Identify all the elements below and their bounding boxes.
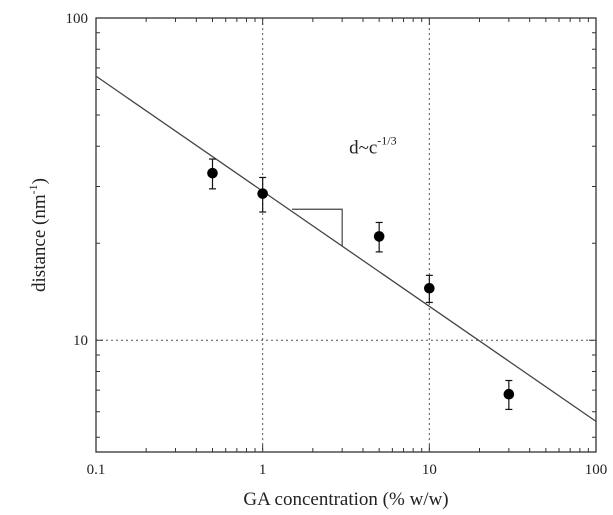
plot-frame [95, 17, 597, 453]
data-point [207, 167, 218, 179]
y-axis-label: distance (nm-1) [26, 178, 50, 292]
y-tick-label: 100 [66, 11, 89, 27]
data-point [424, 282, 435, 294]
x-axis-label: GA concentration (% w/w) [243, 489, 448, 510]
y-axis-label-end: ) [29, 178, 50, 184]
x-tick-labels: 0.1 1 10 100 [87, 462, 608, 478]
x-tick-label: 1 [259, 462, 267, 478]
slope-triangle [292, 208, 343, 247]
fit-line [95, 75, 597, 422]
x-tick-label: 10 [422, 462, 437, 478]
y-tick-labels: 10 100 [66, 11, 89, 349]
data-point [503, 388, 515, 400]
y-axis-label-exponent: -1 [26, 184, 40, 194]
y-axis-label-base: distance (nm [29, 194, 50, 292]
slope-annotation: d~c-1/3 [349, 133, 397, 158]
y-tick-label: 10 [73, 333, 88, 349]
x-tick-label: 100 [585, 462, 608, 478]
grid [96, 18, 596, 452]
data-points [207, 158, 515, 411]
slope-annotation-exponent: -1/3 [377, 133, 396, 147]
x-tick-label: 0.1 [87, 462, 106, 478]
ticks [95, 18, 596, 452]
slope-annotation-base: d~c [349, 137, 377, 158]
data-point [373, 231, 385, 242]
data-point [257, 188, 268, 199]
